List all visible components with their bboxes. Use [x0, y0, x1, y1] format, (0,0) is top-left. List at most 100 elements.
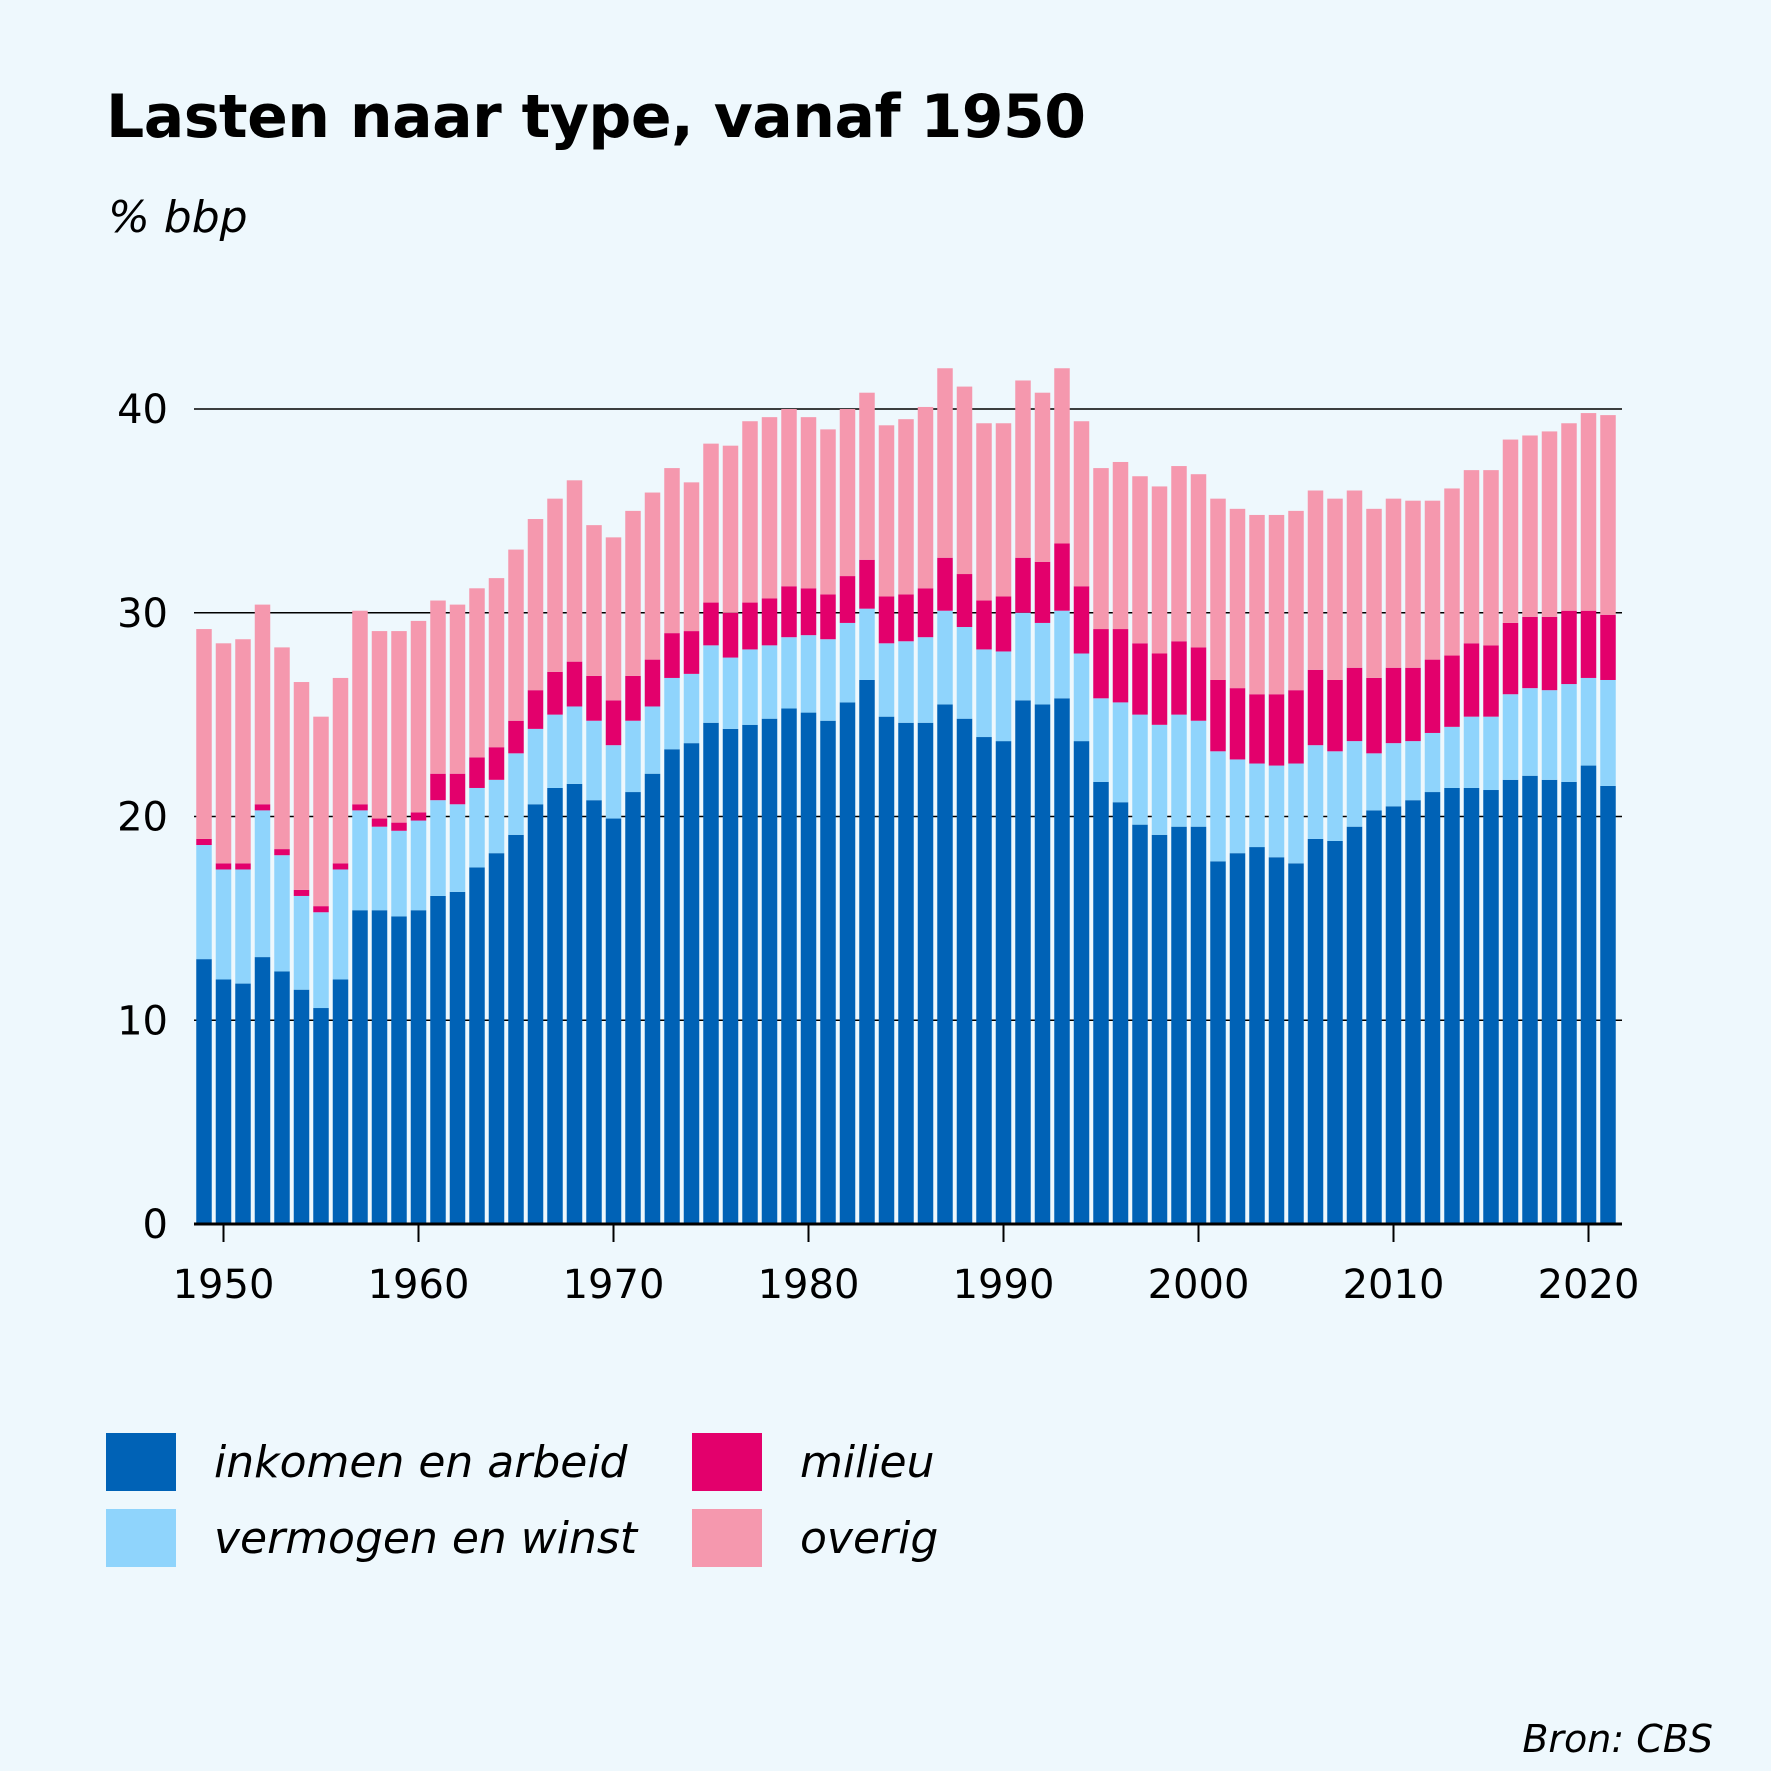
legend-swatch-inkomen-en-arbeid [106, 1433, 176, 1491]
bar-1964-overig [488, 578, 505, 748]
bar-1967-vermogen-en-winst [547, 714, 563, 788]
bar-1998-overig [1151, 486, 1168, 654]
bar-1992-overig [1034, 392, 1051, 562]
bar-1991-vermogen-en-winst [1015, 612, 1031, 701]
x-tick-label-1990: 1990 [953, 1262, 1055, 1308]
bar-1980-inkomen-en-arbeid [800, 712, 817, 1224]
bar-1981-vermogen-en-winst [820, 639, 836, 721]
bar-1988-milieu [956, 574, 973, 628]
bar-1987-vermogen-en-winst [937, 610, 953, 705]
bar-1985-milieu [898, 594, 914, 642]
bar-1975-milieu [703, 602, 719, 646]
bar-1959-inkomen-en-arbeid [391, 916, 407, 1224]
bar-2008-vermogen-en-winst [1346, 741, 1363, 827]
bar-1978-overig [761, 417, 778, 599]
bar-1985-vermogen-en-winst [898, 641, 914, 723]
bar-1981-inkomen-en-arbeid [820, 720, 836, 1224]
bar-1971-overig [625, 510, 641, 676]
bar-2019-vermogen-en-winst [1561, 684, 1577, 782]
bar-1997-milieu [1132, 643, 1148, 715]
bar-1952-vermogen-en-winst [254, 810, 271, 958]
bar-2003-overig [1249, 514, 1265, 695]
bar-1992-milieu [1034, 561, 1051, 623]
bar-1953-overig [274, 647, 290, 850]
x-tick-label-1950: 1950 [173, 1262, 275, 1308]
bar-2014-vermogen-en-winst [1463, 716, 1480, 788]
bar-2011-overig [1405, 500, 1421, 668]
bar-2013-milieu [1444, 655, 1460, 727]
bar-1953-inkomen-en-arbeid [274, 971, 290, 1224]
bar-1987-inkomen-en-arbeid [937, 704, 953, 1224]
y-tick-label-0: 0 [143, 1202, 168, 1248]
bar-1969-milieu [586, 675, 602, 721]
bar-2005-overig [1288, 510, 1304, 691]
bar-1955-inkomen-en-arbeid [313, 1008, 329, 1224]
bar-1965-milieu [508, 720, 524, 754]
bar-1985-overig [898, 419, 914, 595]
bar-1949-inkomen-en-arbeid [196, 959, 212, 1224]
bar-1980-vermogen-en-winst [800, 635, 817, 713]
bar-1970-vermogen-en-winst [605, 745, 622, 819]
bar-2008-inkomen-en-arbeid [1346, 826, 1363, 1224]
bar-1963-milieu [469, 757, 485, 788]
bar-1980-overig [800, 417, 817, 589]
bar-1971-vermogen-en-winst [625, 720, 641, 793]
bar-1999-inkomen-en-arbeid [1171, 826, 1187, 1224]
bar-1997-inkomen-en-arbeid [1132, 824, 1148, 1224]
bar-2000-vermogen-en-winst [1190, 720, 1207, 827]
bar-1973-vermogen-en-winst [664, 677, 680, 750]
bar-1956-inkomen-en-arbeid [332, 979, 349, 1224]
bar-1954-overig [293, 682, 310, 890]
bar-1972-milieu [644, 659, 661, 707]
bar-2006-vermogen-en-winst [1307, 745, 1324, 839]
bar-1995-milieu [1093, 629, 1109, 699]
bar-1986-milieu [917, 588, 934, 638]
x-tick-label-1980: 1980 [758, 1262, 860, 1308]
bar-2002-inkomen-en-arbeid [1229, 853, 1246, 1224]
bar-1970-milieu [605, 700, 622, 746]
bar-1993-vermogen-en-winst [1054, 610, 1070, 699]
bar-2004-overig [1268, 514, 1285, 695]
bar-2002-overig [1229, 508, 1246, 689]
bar-1950-vermogen-en-winst [215, 869, 232, 980]
bar-1993-inkomen-en-arbeid [1054, 698, 1070, 1224]
bar-1958-vermogen-en-winst [371, 826, 388, 911]
bar-1950-overig [215, 643, 232, 864]
bar-1952-milieu [254, 804, 271, 811]
bar-1962-overig [449, 604, 466, 774]
bar-2018-vermogen-en-winst [1541, 690, 1558, 780]
bar-1949-overig [196, 629, 212, 839]
bar-1953-milieu [274, 849, 290, 856]
bar-1970-inkomen-en-arbeid [605, 818, 622, 1224]
y-tick-label-40: 40 [117, 387, 168, 433]
bar-2016-inkomen-en-arbeid [1502, 779, 1519, 1224]
x-tick-label-2020: 2020 [1538, 1262, 1640, 1308]
bar-1983-overig [859, 392, 875, 560]
bar-2011-vermogen-en-winst [1405, 741, 1421, 801]
bar-1962-vermogen-en-winst [449, 804, 466, 892]
bar-1949-milieu [196, 838, 212, 846]
bar-1963-vermogen-en-winst [469, 787, 485, 868]
bar-2018-inkomen-en-arbeid [1541, 779, 1558, 1224]
bar-2005-inkomen-en-arbeid [1288, 863, 1304, 1224]
bar-2016-overig [1502, 439, 1519, 623]
bar-1989-inkomen-en-arbeid [976, 737, 992, 1224]
bar-1960-milieu [410, 812, 427, 821]
bar-1997-overig [1132, 476, 1148, 644]
legend-swatch-overig [692, 1509, 762, 1567]
bar-1951-milieu [235, 863, 251, 870]
bar-2004-vermogen-en-winst [1268, 765, 1285, 858]
bar-1968-vermogen-en-winst [566, 706, 583, 784]
bar-2012-inkomen-en-arbeid [1424, 792, 1441, 1224]
bar-1973-overig [664, 468, 680, 634]
bar-1963-inkomen-en-arbeid [469, 867, 485, 1224]
bar-1992-inkomen-en-arbeid [1034, 704, 1051, 1224]
bar-1975-inkomen-en-arbeid [703, 722, 719, 1224]
x-tick-label-1960: 1960 [368, 1262, 470, 1308]
chart-title: Lasten naar type, vanaf 1950 [106, 82, 1086, 152]
bar-1974-vermogen-en-winst [683, 673, 700, 744]
bar-1984-inkomen-en-arbeid [878, 716, 895, 1224]
bar-1972-vermogen-en-winst [644, 706, 661, 774]
bar-1967-inkomen-en-arbeid [547, 787, 563, 1224]
bar-2020-vermogen-en-winst [1580, 677, 1597, 766]
